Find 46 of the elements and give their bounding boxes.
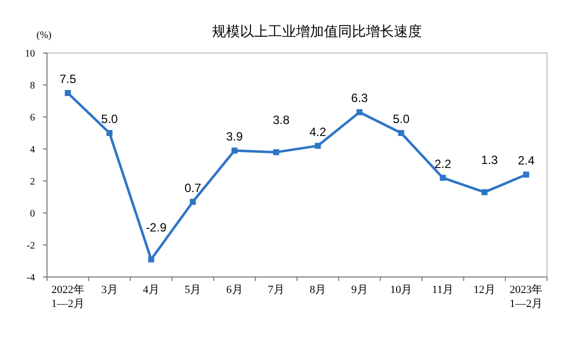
data-label: 2.2: [434, 156, 452, 171]
x-tick-label: 11月: [432, 284, 454, 296]
y-tick-label: -2: [26, 240, 35, 252]
y-tick-label: 8: [30, 80, 35, 92]
x-tick-label: 3月: [101, 284, 118, 296]
point: [273, 149, 280, 156]
data-label: 4.2: [309, 124, 326, 139]
point: [232, 148, 238, 154]
chart-title: 规模以上工业增加值同比增长速度: [212, 23, 422, 39]
data-label: 3.9: [226, 130, 244, 144]
point: [190, 198, 196, 205]
point: [64, 90, 71, 96]
point: [482, 189, 488, 196]
point: [356, 109, 362, 116]
y-tick-label: -4: [26, 272, 35, 284]
x-tick-label: 6月: [226, 284, 243, 296]
x-tick-label: 8月: [310, 284, 326, 296]
y-axis-title: (%): [36, 30, 52, 41]
data-label: -2.9: [146, 220, 167, 234]
point: [314, 142, 321, 149]
x-tick-label: 2023年 1—2月: [510, 284, 543, 310]
data-label: 5.0: [392, 112, 410, 126]
y-tick-label: 6: [30, 112, 35, 124]
data-label: 1.3: [481, 153, 498, 168]
point: [440, 174, 446, 181]
point: [398, 130, 404, 136]
x-tick-label: 4月: [142, 284, 160, 296]
x-tick-label: 2022年 1—2月: [51, 284, 84, 310]
y-tick-label: 2: [30, 176, 35, 188]
data-label: 7.5: [59, 72, 76, 86]
data-label: 5.0: [101, 112, 118, 126]
data-label: 2.4: [518, 154, 535, 168]
x-tick-label: 7月: [268, 284, 284, 296]
x-tick-label: 12月: [474, 284, 496, 296]
data-label: 3.8: [272, 113, 290, 128]
x-tick-label: 9月: [351, 284, 368, 296]
point: [148, 256, 154, 262]
x-tick-label: 5月: [184, 284, 202, 296]
y-tick-label: 10: [25, 48, 35, 60]
data-label: 6.3: [351, 91, 368, 106]
point: [106, 130, 112, 136]
point: [523, 172, 530, 178]
y-tick-label: 0: [30, 208, 35, 220]
y-tick-label: 4: [30, 144, 35, 156]
x-tick-label: 10月: [390, 284, 412, 296]
data-label: 0.7: [184, 180, 202, 195]
